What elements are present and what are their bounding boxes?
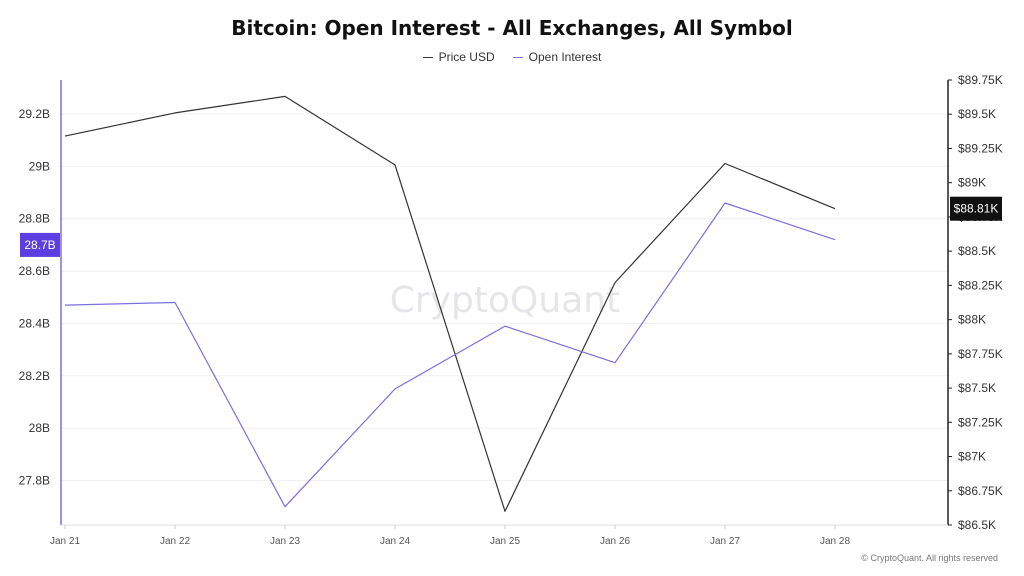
left-tick-label: 27.8B: [19, 474, 50, 488]
right-current-value-label: $88.81K: [954, 202, 999, 216]
right-tick-label: $89.75K: [958, 73, 1003, 87]
right-tick-label: $88K: [958, 313, 986, 327]
left-tick-label: 28B: [29, 421, 50, 435]
right-tick-label: $86.75K: [958, 484, 1003, 498]
legend-label-open-interest: Open Interest: [528, 50, 602, 64]
x-tick-label: Jan 27: [710, 536, 740, 547]
left-tick-label: 28.6B: [19, 264, 50, 278]
legend-item-open-interest[interactable]: Open Interest: [512, 50, 602, 64]
left-current-value-bg: [20, 232, 60, 257]
right-tick-label: $89.25K: [958, 141, 1003, 155]
right-tick-label: $87.75K: [958, 347, 1003, 361]
x-tick-label: Jan 26: [600, 536, 630, 547]
right-current-value-bg: [950, 196, 1002, 221]
legend-item-price[interactable]: Price USD: [422, 50, 495, 64]
right-tick-label: $87.25K: [958, 415, 1003, 429]
x-tick-label: Jan 28: [820, 536, 850, 547]
right-tick-label: $86.5K: [958, 518, 996, 532]
x-tick-label: Jan 21: [50, 536, 80, 547]
open-interest-line[interactable]: [64, 202, 836, 508]
right-tick-label: $89.5K: [958, 107, 996, 121]
right-tick-label: $87K: [958, 450, 986, 464]
series: [64, 95, 836, 512]
left-tick-label: 29.2B: [19, 107, 50, 121]
grid: [61, 113, 948, 481]
copyright-credit: © CryptoQuant. All rights reserved: [861, 553, 998, 563]
chart-title: Bitcoin: Open Interest - All Exchanges, …: [231, 16, 793, 40]
left-tick-label: 28.2B: [19, 369, 50, 383]
axes: 27.8B 28B 28.2B 28.4B 28.6B 28.8B 29B 29.2B $86.…: [19, 73, 1003, 547]
legend-swatch-open-interest: [512, 56, 523, 58]
left-tick-label: 28.4B: [19, 316, 50, 330]
axis-current-labels: 28.7B $88.81K: [20, 196, 1002, 257]
price-usd-line[interactable]: [64, 95, 836, 512]
chart-legend: Price USD Open Interest: [0, 50, 1024, 64]
left-tick-label: 28.8B: [19, 212, 50, 226]
x-tick-label: Jan 24: [380, 536, 410, 547]
right-tick-label: $88.25K: [958, 278, 1003, 292]
right-tick-label: $89K: [958, 176, 986, 190]
left-current-value-label: 28.7B: [24, 238, 55, 252]
right-tick-label: $88.5K: [958, 244, 996, 258]
x-tick-label: Jan 23: [270, 536, 300, 547]
right-tick-label: $87.5K: [958, 381, 996, 395]
x-tick-label: Jan 22: [160, 536, 190, 547]
legend-label-price: Price USD: [438, 50, 495, 64]
x-tick-label: Jan 25: [490, 536, 520, 547]
legend-swatch-price: [422, 56, 433, 58]
watermark: CryptoQuant: [390, 280, 620, 321]
left-tick-label: 29B: [29, 159, 50, 173]
